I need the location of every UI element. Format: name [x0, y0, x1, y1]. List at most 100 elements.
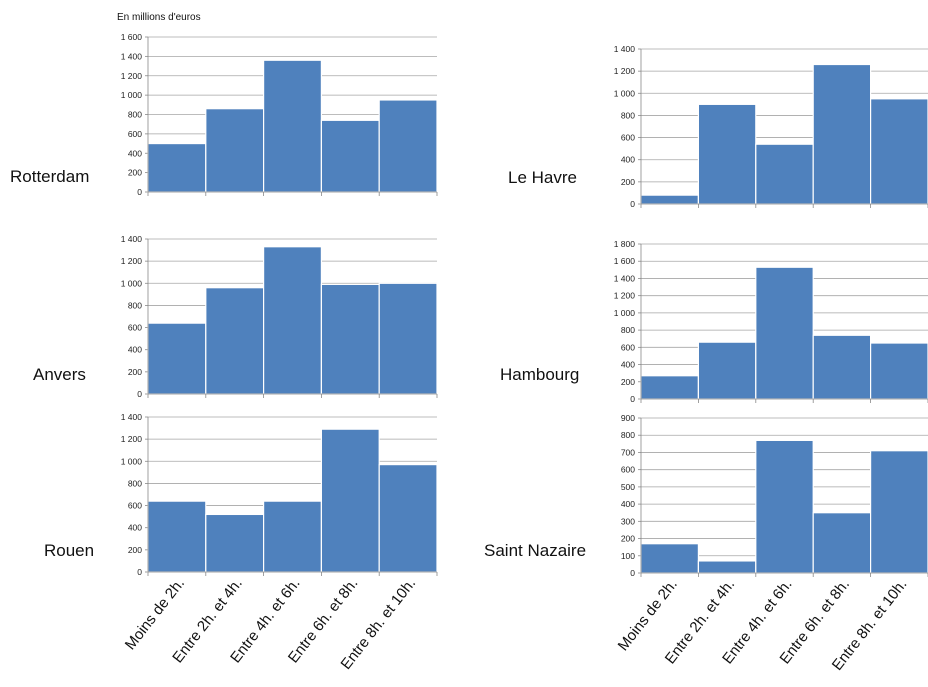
y-tick-label: 1 400: [121, 234, 143, 244]
y-tick-label: 1 000: [614, 88, 636, 98]
y-tick-label: 0: [630, 199, 635, 209]
y-tick-label: 400: [621, 155, 635, 165]
chart-panel-2: 0 200 400 600 800 1 000 1 200 1 400 Anvers: [33, 234, 438, 399]
port-label: Anvers: [33, 365, 86, 384]
y-tick-label: 1 400: [614, 44, 636, 54]
bar: [869, 98, 928, 205]
y-tick-label: 1 000: [121, 278, 143, 288]
y-tick-label: 400: [621, 499, 635, 509]
port-label: Rouen: [44, 541, 94, 560]
bar: [263, 246, 323, 395]
y-tick-label: 1 200: [121, 71, 143, 81]
y-tick-label: 1 400: [121, 412, 143, 422]
bar: [205, 108, 265, 193]
y-tick-label: 1 200: [121, 434, 143, 444]
y-tick-label: 1 600: [121, 32, 143, 42]
y-tick-label: 400: [128, 345, 142, 355]
y-tick-label: 700: [621, 447, 635, 457]
y-tick-label: 1 400: [614, 273, 636, 283]
bar: [378, 464, 438, 573]
bar: [263, 500, 323, 573]
charts-group: 0 200 400 600 800 1 000 1 200 1 400 1 600 Rotterd…: [10, 32, 928, 578]
bar: [147, 142, 207, 193]
port-label: Hambourg: [500, 365, 579, 384]
bar: [640, 194, 700, 205]
category-label: Moins de 2h.: [615, 576, 681, 654]
bar: [697, 341, 757, 400]
chart-panel-5: 0 200 400 600 800 1 000 1 200 1 400 1 600 1 800 Ha…: [500, 239, 928, 404]
y-tick-label: 600: [621, 465, 635, 475]
y-tick-label: 600: [128, 501, 142, 511]
bar: [812, 63, 872, 205]
y-tick-label: 200: [128, 367, 142, 377]
unit-label: En millions d'euros: [117, 12, 201, 23]
chart-panel-6: 0 100 200 300 400 500 600 700 800 900 Saint Nazair…: [484, 413, 928, 578]
chart-panel-4: 0 200 400 600 800 1 000 1 200 1 400 Le Havre: [508, 44, 928, 209]
y-tick-label: 200: [621, 534, 635, 544]
bar: [640, 543, 700, 574]
y-tick-label: 1 800: [614, 239, 636, 249]
y-tick-label: 400: [128, 523, 142, 533]
y-tick-label: 1 200: [614, 66, 636, 76]
y-tick-label: 0: [630, 394, 635, 404]
chart-panel-3: 0 200 400 600 800 1 000 1 200 1 400 Rouen: [44, 412, 438, 577]
y-tick-label: 500: [621, 482, 635, 492]
y-tick-label: 300: [621, 516, 635, 526]
bar: [697, 560, 757, 574]
category-label: Moins de 2h.: [122, 575, 188, 653]
bar: [755, 439, 814, 574]
y-tick-label: 1 000: [121, 90, 143, 100]
chart-panel-1: 0 200 400 600 800 1 000 1 200 1 400 1 600 Rotterd…: [10, 32, 438, 197]
y-tick-label: 1 400: [121, 51, 143, 61]
bar: [320, 119, 380, 193]
y-tick-label: 800: [621, 325, 635, 335]
category-labels-group: Moins de 2h.Entre 2h. et 4h.Entre 4h. et…: [122, 575, 911, 674]
port-label: Le Havre: [508, 168, 577, 187]
bar: [263, 59, 323, 193]
y-tick-label: 0: [137, 389, 142, 399]
y-tick-label: 200: [128, 168, 142, 178]
y-tick-label: 0: [630, 568, 635, 578]
bar: [869, 450, 928, 574]
y-tick-label: 0: [137, 187, 142, 197]
y-tick-label: 800: [128, 110, 142, 120]
y-tick-label: 1 200: [614, 291, 636, 301]
y-tick-label: 0: [137, 567, 142, 577]
y-tick-label: 600: [128, 129, 142, 139]
bar: [755, 143, 814, 205]
y-tick-label: 600: [621, 342, 635, 352]
port-label: Rotterdam: [10, 167, 89, 186]
y-tick-label: 1 000: [121, 456, 143, 466]
bar: [205, 287, 265, 395]
y-tick-label: 400: [128, 148, 142, 158]
port-label: Saint Nazaire: [484, 541, 586, 560]
y-tick-label: 900: [621, 413, 635, 423]
y-tick-label: 1 200: [121, 256, 143, 266]
y-tick-label: 800: [621, 110, 635, 120]
bar: [147, 322, 207, 395]
y-tick-label: 400: [621, 360, 635, 370]
bar: [205, 513, 265, 573]
y-tick-label: 200: [621, 377, 635, 387]
y-tick-label: 600: [128, 323, 142, 333]
y-tick-label: 1 000: [614, 308, 636, 318]
bar: [755, 266, 814, 400]
bar: [320, 283, 380, 395]
y-tick-label: 800: [621, 430, 635, 440]
y-tick-label: 800: [128, 300, 142, 310]
bar: [869, 342, 928, 400]
bar: [147, 500, 207, 573]
y-tick-label: 100: [621, 551, 635, 561]
bar: [640, 375, 700, 400]
y-tick-label: 200: [621, 177, 635, 187]
bar: [697, 103, 757, 205]
y-tick-label: 800: [128, 478, 142, 488]
y-tick-label: 200: [128, 545, 142, 555]
bar: [812, 334, 872, 400]
bar: [378, 99, 438, 193]
y-tick-label: 1 600: [614, 256, 636, 266]
bar: [320, 428, 380, 573]
bar: [812, 512, 872, 574]
y-tick-label: 600: [621, 133, 635, 143]
